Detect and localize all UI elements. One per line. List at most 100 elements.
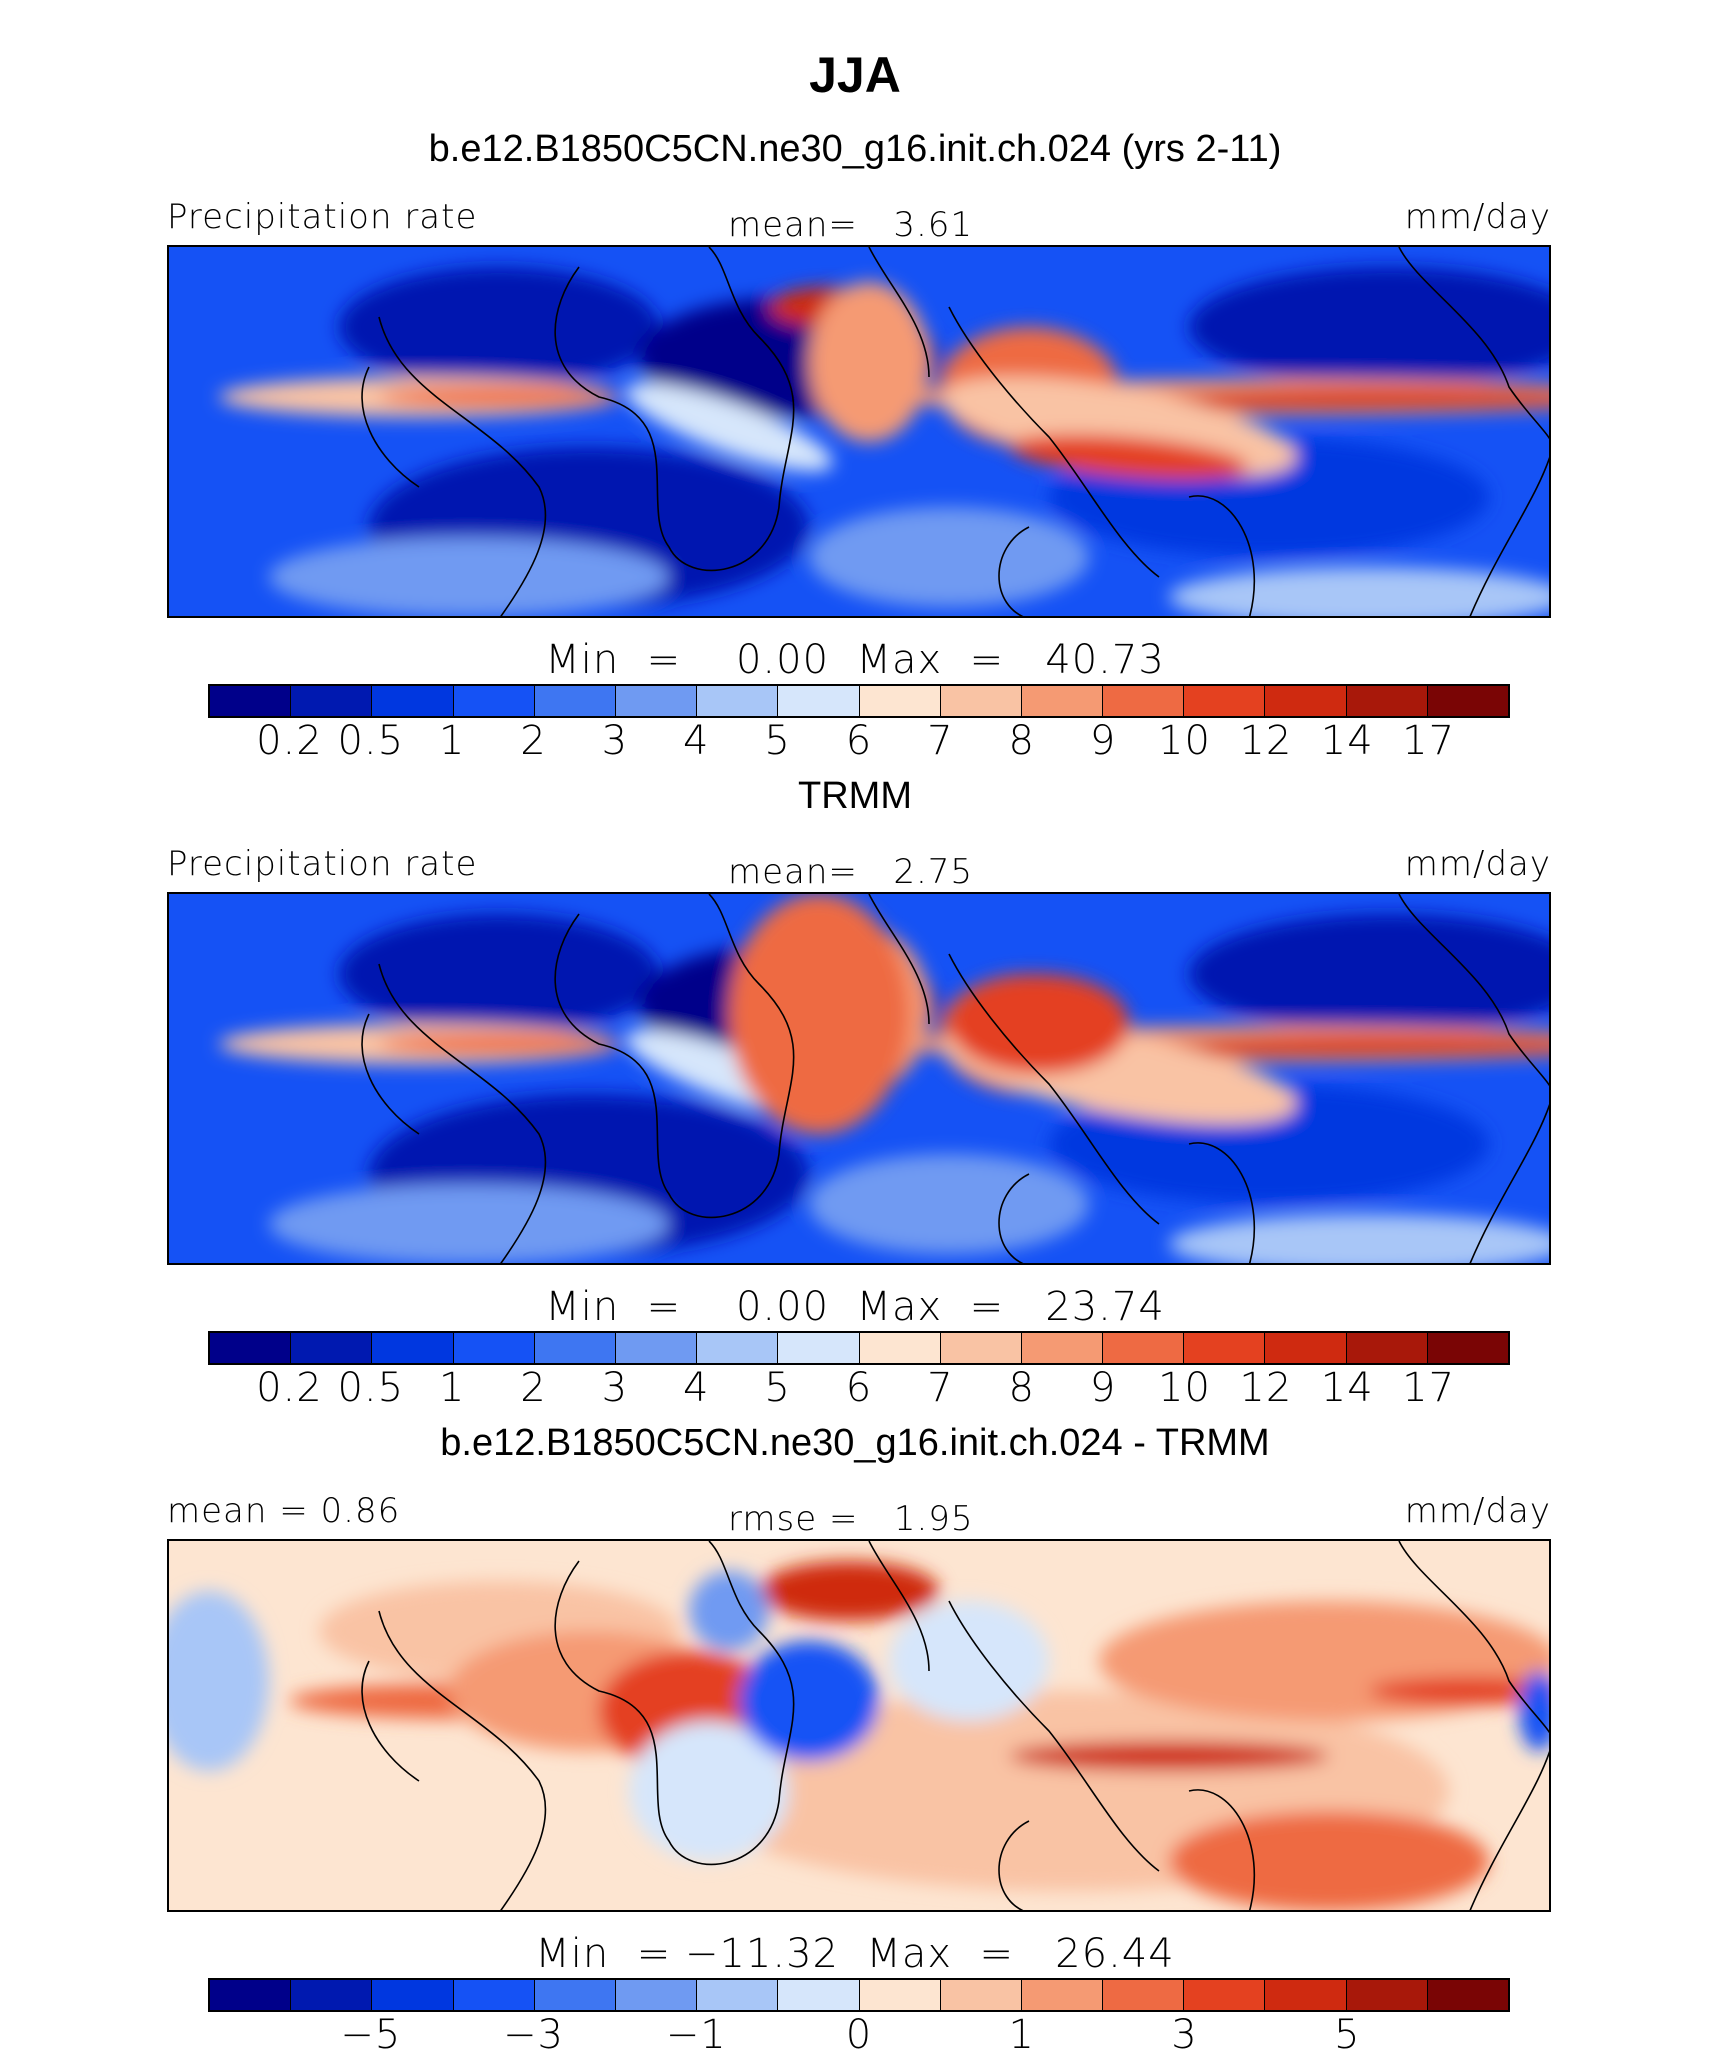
- coastline: [1398, 1541, 1549, 1734]
- coastline: [868, 1541, 930, 1672]
- colorbar-box: [210, 1980, 292, 2010]
- colorbar-tick-label: 8: [1008, 718, 1035, 764]
- colorbar-tick-label: 1: [438, 718, 466, 764]
- colorbar-tick-label: 0.5: [337, 718, 405, 764]
- map-obs: [167, 892, 1551, 1265]
- units-label: mm/day: [1404, 1491, 1551, 1531]
- colorbar-box: [859, 686, 941, 716]
- colorbar-tick-label: 8: [1008, 1365, 1035, 1411]
- field-region: [379, 387, 619, 407]
- colorbar-box: [372, 1980, 454, 2010]
- left-label: Precipitation rate: [167, 844, 478, 884]
- colorbar-box: [372, 686, 454, 716]
- colorbar-box: [615, 1980, 698, 2010]
- colorbar-box: [1103, 1980, 1185, 2010]
- stats-label: Min = 0.00 Max = 23.74: [545, 1284, 1165, 1330]
- field-svg: [169, 247, 1549, 616]
- colorbar-tick-label: 10: [1158, 1365, 1211, 1411]
- colorbar-tick-label: 6: [845, 718, 873, 764]
- colorbar-box: [940, 1980, 1022, 2010]
- colorbar-tick-label: 3: [1171, 2012, 1198, 2058]
- colorbar: [208, 1331, 1510, 1365]
- colorbar: [208, 1978, 1510, 2012]
- colorbar-box: [1346, 1980, 1428, 2010]
- colorbar-box: [453, 1980, 535, 2010]
- colorbar: [208, 684, 1510, 718]
- colorbar-tick-label: 5: [764, 1365, 791, 1411]
- coastline: [868, 894, 930, 1025]
- units-label: mm/day: [1404, 844, 1551, 884]
- colorbar-box: [1427, 1980, 1508, 2010]
- colorbar-box: [615, 686, 698, 716]
- colorbar-tick-label: 2: [520, 1365, 547, 1411]
- field-region: [625, 382, 833, 472]
- colorbar-box: [534, 1980, 616, 2010]
- units-label: mm/day: [1404, 197, 1551, 237]
- colorbar-box: [453, 686, 535, 716]
- coastline: [1188, 495, 1255, 616]
- colorbar-tick-label: 7: [927, 718, 954, 764]
- coastline: [378, 963, 547, 1263]
- colorbar-box: [291, 1333, 373, 1363]
- colorbar-tick-label: 3: [601, 718, 629, 764]
- colorbar-tick-label: 7: [927, 1365, 954, 1411]
- left-label: Precipitation rate: [167, 197, 478, 237]
- colorbar-tick-label: 14: [1320, 1365, 1374, 1411]
- colorbar-box: [1427, 686, 1508, 716]
- colorbar-box: [1184, 686, 1266, 716]
- coastline: [554, 247, 795, 572]
- colorbar-tick-label: 1: [438, 1365, 466, 1411]
- map-diff: [167, 1539, 1551, 1912]
- field-region: [1519, 1671, 1549, 1751]
- colorbar-tick-label: 2: [520, 718, 547, 764]
- colorbar-tick-label: 12: [1239, 1365, 1293, 1411]
- coastline: [361, 366, 420, 488]
- colorbar-tick-label: 17: [1402, 718, 1456, 764]
- colorbar-box: [1427, 1333, 1508, 1363]
- colorbar-box: [778, 1980, 860, 2010]
- field-region: [1009, 434, 1249, 480]
- field-blobs: [219, 267, 1549, 616]
- coastline: [1188, 1142, 1255, 1263]
- colorbar-box: [1103, 1333, 1185, 1363]
- colorbar-box: [615, 1333, 698, 1363]
- colorbar-tick-label: 9: [1089, 718, 1117, 764]
- stats-label: Min = −11.32 Max = 26.44: [535, 1931, 1175, 1977]
- coastlines: [361, 1541, 1549, 1910]
- coastline: [1188, 1789, 1255, 1910]
- colorbar-tick-label: 12: [1239, 718, 1293, 764]
- coastline: [361, 1660, 420, 1782]
- coastline: [998, 1173, 1030, 1263]
- colorbar-tick-label: 4: [683, 718, 710, 764]
- center-label: mean= 3.61: [728, 205, 974, 245]
- field-region: [1169, 567, 1549, 616]
- field-region: [1169, 1811, 1489, 1910]
- left-label: mean = 0.86: [167, 1491, 401, 1531]
- coastline: [554, 894, 795, 1219]
- colorbar-box: [1103, 686, 1185, 716]
- field-region: [809, 282, 929, 442]
- field-region: [889, 1601, 1049, 1721]
- coastlines: [361, 247, 1549, 616]
- colorbar-tick-label: 0.2: [256, 718, 323, 764]
- field-blobs: [169, 1561, 1549, 1910]
- colorbar-box: [859, 1980, 941, 2010]
- coastline: [378, 316, 547, 616]
- colorbar-box: [778, 686, 860, 716]
- colorbar-box: [210, 1333, 292, 1363]
- map-model: [167, 245, 1551, 618]
- field-region: [169, 1591, 269, 1771]
- field-svg: [169, 894, 1549, 1263]
- field-region: [269, 1184, 669, 1263]
- center-label: mean= 2.75: [728, 852, 974, 892]
- field-region: [1169, 1214, 1549, 1263]
- field-region: [1009, 1741, 1329, 1771]
- colorbar-box: [1265, 1333, 1347, 1363]
- colorbar-box: [291, 1980, 373, 2010]
- colorbar-box: [1346, 1333, 1428, 1363]
- colorbar-tick-label: 14: [1320, 718, 1374, 764]
- field-region: [339, 267, 659, 387]
- coastline: [948, 1600, 1160, 1872]
- field-region: [379, 1034, 619, 1054]
- colorbar-box: [697, 686, 779, 716]
